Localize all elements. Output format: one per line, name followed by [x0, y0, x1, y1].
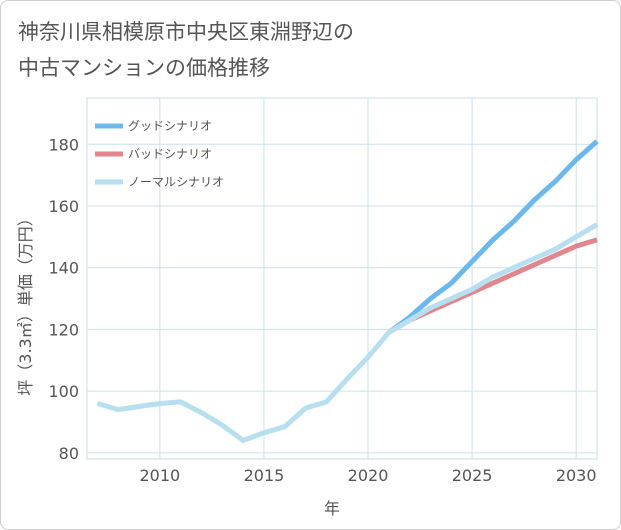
series-line-bad [387, 237, 598, 335]
y-tick-label-80: 80 [59, 444, 79, 463]
series-line-normal [96, 222, 599, 443]
y-axis-title: 坪（3.3㎡）単価（万円） [16, 210, 35, 395]
legend-label-bad: バッドシナリオ [128, 147, 212, 161]
series-lines [96, 139, 599, 443]
x-axis-title: 年 [324, 499, 340, 518]
legend-label-normal: ノーマルシナリオ [128, 175, 224, 189]
y-tick-label-160: 160 [48, 197, 79, 216]
tick-labels: 2010 2015 2020 2025 2030 80 100 120 140 160 180 [48, 135, 596, 485]
y-tick-label-100: 100 [48, 382, 79, 401]
y-tick-label-140: 140 [48, 259, 79, 278]
y-tick-label-120: 120 [48, 320, 79, 339]
grid [86, 97, 598, 460]
chart-title-line-2: 中古マンションの価格推移 [18, 56, 270, 80]
x-tick-label-2020: 2020 [348, 466, 389, 485]
series-line-good [387, 139, 599, 335]
x-tick-label-2025: 2025 [452, 466, 493, 485]
chart-title-line-1: 神奈川県相模原市中央区東淵野辺の [18, 20, 354, 44]
x-tick-label-2030: 2030 [556, 466, 597, 485]
x-tick-label-2010: 2010 [139, 466, 180, 485]
x-tick-label-2015: 2015 [244, 466, 285, 485]
chart-title: 神奈川県相模原市中央区東淵野辺の 中古マンションの価格推移 [18, 14, 354, 86]
plot-area-border [86, 97, 598, 460]
legend-label-good: グッドシナリオ [128, 119, 212, 133]
y-tick-label-180: 180 [48, 135, 79, 154]
